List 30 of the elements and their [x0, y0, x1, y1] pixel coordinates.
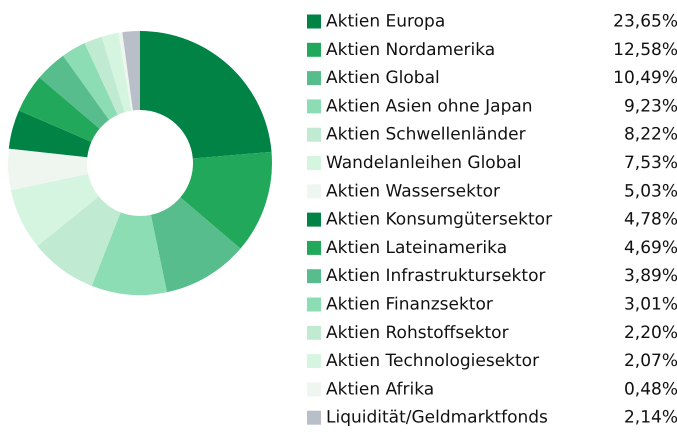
data-label: 3,01% — [624, 294, 677, 314]
legend-label: Aktien Schwellenländer — [326, 124, 526, 145]
data-label: 2,14% — [624, 408, 677, 428]
legend-label: Aktien Infrastruktursektor — [326, 266, 546, 286]
data-label: 2,20% — [624, 322, 677, 343]
legend-label: Aktien Rohstoffsektor — [326, 322, 509, 343]
data-label: 5,03% — [624, 181, 677, 202]
data-label: 7,53% — [624, 153, 677, 173]
legend-label: Aktien Wassersektor — [326, 181, 500, 202]
legend-label: Aktien Global — [326, 68, 440, 88]
data-label: 4,69% — [624, 238, 677, 258]
data-label: 4,78% — [624, 210, 677, 230]
legend-label: Aktien Afrika — [326, 379, 434, 400]
data-label: 0,48% — [624, 379, 677, 400]
legend-label: Aktien Lateinamerika — [326, 238, 508, 258]
data-label: 12,58% — [613, 40, 677, 60]
legend-label: Aktien Konsumgütersektor — [326, 210, 552, 230]
data-label: 2,07% — [624, 351, 677, 372]
legend-label: Aktien Technologiesektor — [326, 351, 540, 372]
legend-label: Wandelanleihen Global — [326, 153, 522, 173]
data-label: 8,22% — [624, 124, 677, 145]
data-label: 3,89% — [624, 266, 677, 286]
legend-label: Liquidität/Geldmarktfonds — [326, 408, 548, 428]
legend-label: Aktien Nordamerika — [326, 40, 496, 60]
data-label: 10,49% — [613, 68, 677, 88]
data-label: 9,23% — [624, 96, 677, 116]
data-label: 23,65% — [613, 12, 677, 32]
legend-label: Aktien Asien ohne Japan — [326, 96, 533, 116]
legend-label: Aktien Finanzsektor — [326, 294, 493, 314]
legend-label: Aktien Europa — [326, 12, 446, 32]
